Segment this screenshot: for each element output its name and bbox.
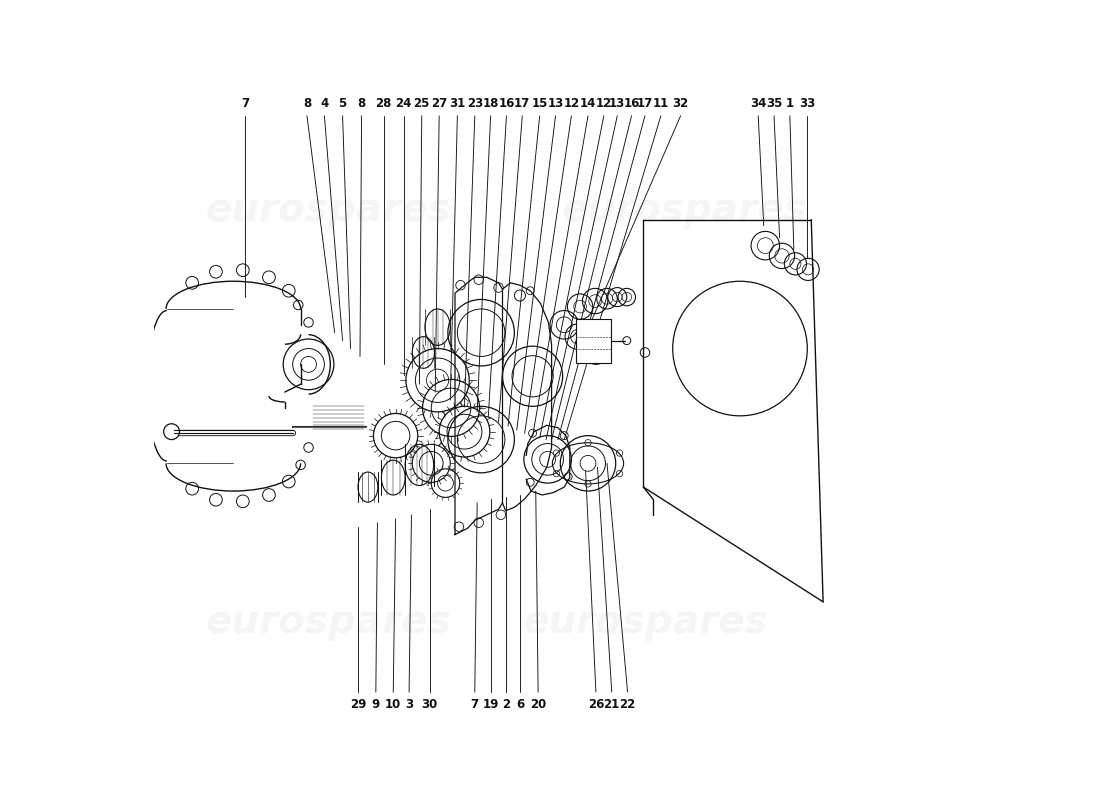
- Text: 25: 25: [414, 97, 430, 110]
- Text: 18: 18: [483, 97, 498, 110]
- Text: 12: 12: [563, 97, 580, 110]
- Text: 20: 20: [530, 698, 547, 711]
- Text: 9: 9: [372, 698, 379, 711]
- Text: 8: 8: [358, 97, 365, 110]
- Text: 5: 5: [339, 97, 346, 110]
- Text: eurospares: eurospares: [206, 602, 451, 641]
- Text: 4: 4: [320, 97, 329, 110]
- Text: 15: 15: [531, 97, 548, 110]
- Text: 23: 23: [466, 97, 483, 110]
- Text: 19: 19: [483, 698, 498, 711]
- Circle shape: [164, 424, 179, 439]
- Text: 3: 3: [405, 698, 414, 711]
- Text: eurospares: eurospares: [206, 191, 451, 229]
- Text: 26: 26: [587, 698, 604, 711]
- Text: 22: 22: [619, 698, 636, 711]
- Text: 7: 7: [471, 698, 478, 711]
- Text: 10: 10: [385, 698, 402, 711]
- Text: 1: 1: [785, 97, 794, 110]
- Text: 17: 17: [637, 97, 653, 110]
- Text: 7: 7: [241, 97, 250, 110]
- Text: 30: 30: [421, 698, 438, 711]
- Text: 28: 28: [375, 97, 392, 110]
- Text: eurospares: eurospares: [522, 602, 768, 641]
- Text: 13: 13: [548, 97, 563, 110]
- Text: 31: 31: [449, 97, 465, 110]
- Text: 2: 2: [503, 698, 510, 711]
- Text: 13: 13: [609, 97, 626, 110]
- Text: 34: 34: [750, 97, 767, 110]
- Text: 11: 11: [652, 97, 669, 110]
- Text: 29: 29: [350, 698, 366, 711]
- Text: 12: 12: [596, 97, 612, 110]
- Text: 6: 6: [516, 698, 524, 711]
- Text: 16: 16: [498, 97, 515, 110]
- Text: 27: 27: [431, 97, 448, 110]
- Text: 32: 32: [672, 97, 689, 110]
- Text: eurospares: eurospares: [562, 191, 807, 229]
- Text: 35: 35: [766, 97, 782, 110]
- Text: 8: 8: [302, 97, 311, 110]
- Text: 14: 14: [580, 97, 596, 110]
- Text: 33: 33: [800, 97, 815, 110]
- Text: 24: 24: [395, 97, 411, 110]
- Text: 21: 21: [604, 698, 620, 711]
- Text: 17: 17: [514, 97, 530, 110]
- Bar: [576, 319, 610, 362]
- Text: 16: 16: [624, 97, 640, 110]
